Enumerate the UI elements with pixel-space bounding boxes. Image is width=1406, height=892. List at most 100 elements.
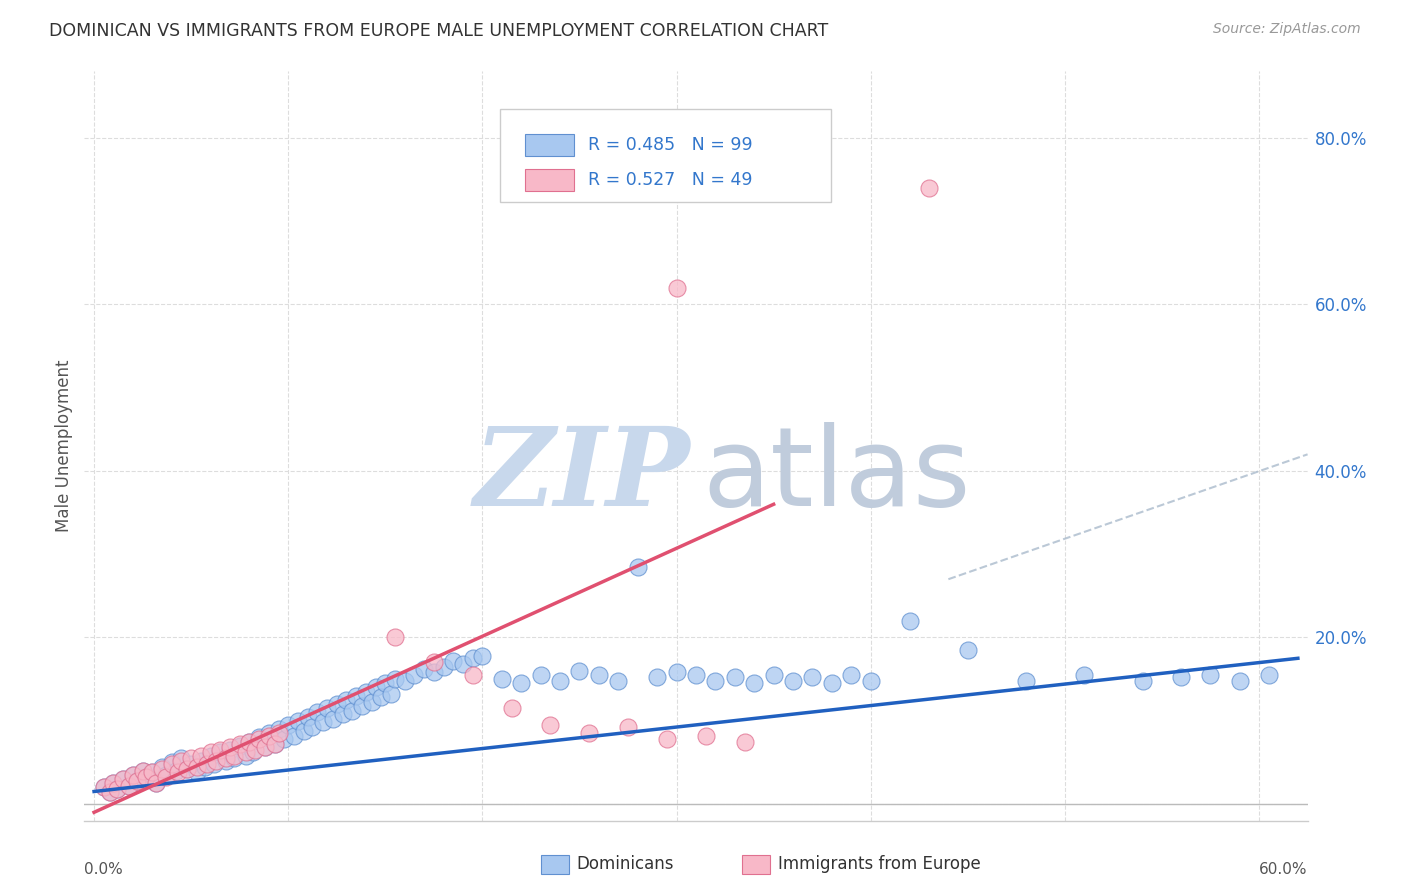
Point [645,670,668,684]
Point [257,726,280,740]
Point [103,776,125,790]
Point [301,720,323,734]
Point [461,651,484,665]
Point [112,772,135,786]
Point [228,739,250,753]
Point [695,729,717,743]
Point [222,748,245,763]
Point [956,643,979,657]
Point [141,765,163,780]
Point [145,776,167,790]
Y-axis label: Male Unemployment: Male Unemployment [55,359,73,533]
Point [326,697,349,711]
Point [1257,668,1279,682]
Point [118,779,141,793]
Point [219,740,242,755]
Point [247,732,270,747]
Point [267,726,290,740]
Point [451,657,474,672]
FancyBboxPatch shape [524,169,574,191]
Point [190,754,212,768]
Point [150,759,173,773]
Point [267,722,290,736]
Point [105,782,128,797]
Point [170,754,193,768]
Point [228,737,250,751]
Point [538,718,561,732]
Point [176,762,198,776]
Point [491,672,513,686]
Point [135,770,157,784]
Point [98,784,121,798]
Point [292,723,315,738]
Point [257,729,280,743]
Point [277,718,299,732]
Point [176,762,198,776]
Point [510,676,533,690]
Point [238,734,260,748]
Point [93,780,115,795]
Point [215,754,238,768]
Text: Dominicans: Dominicans [576,855,673,873]
Point [160,756,183,770]
Point [155,770,177,784]
Text: DOMINICAN VS IMMIGRANTS FROM EUROPE MALE UNEMPLOYMENT CORRELATION CHART: DOMINICAN VS IMMIGRANTS FROM EUROPE MALE… [49,22,828,40]
Point [918,181,941,195]
Point [384,631,406,645]
Text: atlas: atlas [702,423,970,530]
Point [307,706,329,720]
Point [186,765,208,780]
Point [568,664,591,678]
Point [354,684,377,698]
Point [222,751,245,765]
Point [627,559,650,574]
Point [209,743,232,757]
Point [273,732,295,747]
Point [150,762,173,776]
Point [242,745,264,759]
Point [209,745,232,759]
Text: R = 0.527   N = 49: R = 0.527 N = 49 [588,171,752,189]
Point [588,668,610,682]
Point [655,732,678,747]
Point [186,759,208,773]
Text: ZIP: ZIP [474,422,690,530]
Point [380,687,402,701]
Point [112,772,135,786]
Point [404,668,426,682]
Point [423,656,446,670]
Point [194,759,217,773]
Text: 0.0%: 0.0% [84,862,124,877]
Point [607,673,630,688]
Point [423,665,446,680]
Point [316,701,339,715]
Point [394,673,416,688]
Point [374,676,396,690]
Point [195,757,218,772]
Point [665,665,688,680]
Point [441,654,464,668]
Point [335,693,357,707]
Point [1229,673,1251,688]
Point [530,668,553,682]
Point [204,757,226,772]
Point [1132,673,1154,688]
Point [238,734,260,748]
Point [200,745,222,759]
Point [432,659,454,673]
Point [384,672,406,686]
Point [859,673,882,688]
Point [322,712,344,726]
Point [135,770,157,784]
Point [235,748,257,763]
Point [131,764,153,778]
Text: 60.0%: 60.0% [1260,862,1308,877]
Point [501,701,523,715]
Point [578,726,600,740]
Point [685,668,707,682]
Point [263,737,285,751]
Point [370,690,392,705]
Point [263,737,285,751]
Point [205,754,228,768]
Point [471,648,494,663]
